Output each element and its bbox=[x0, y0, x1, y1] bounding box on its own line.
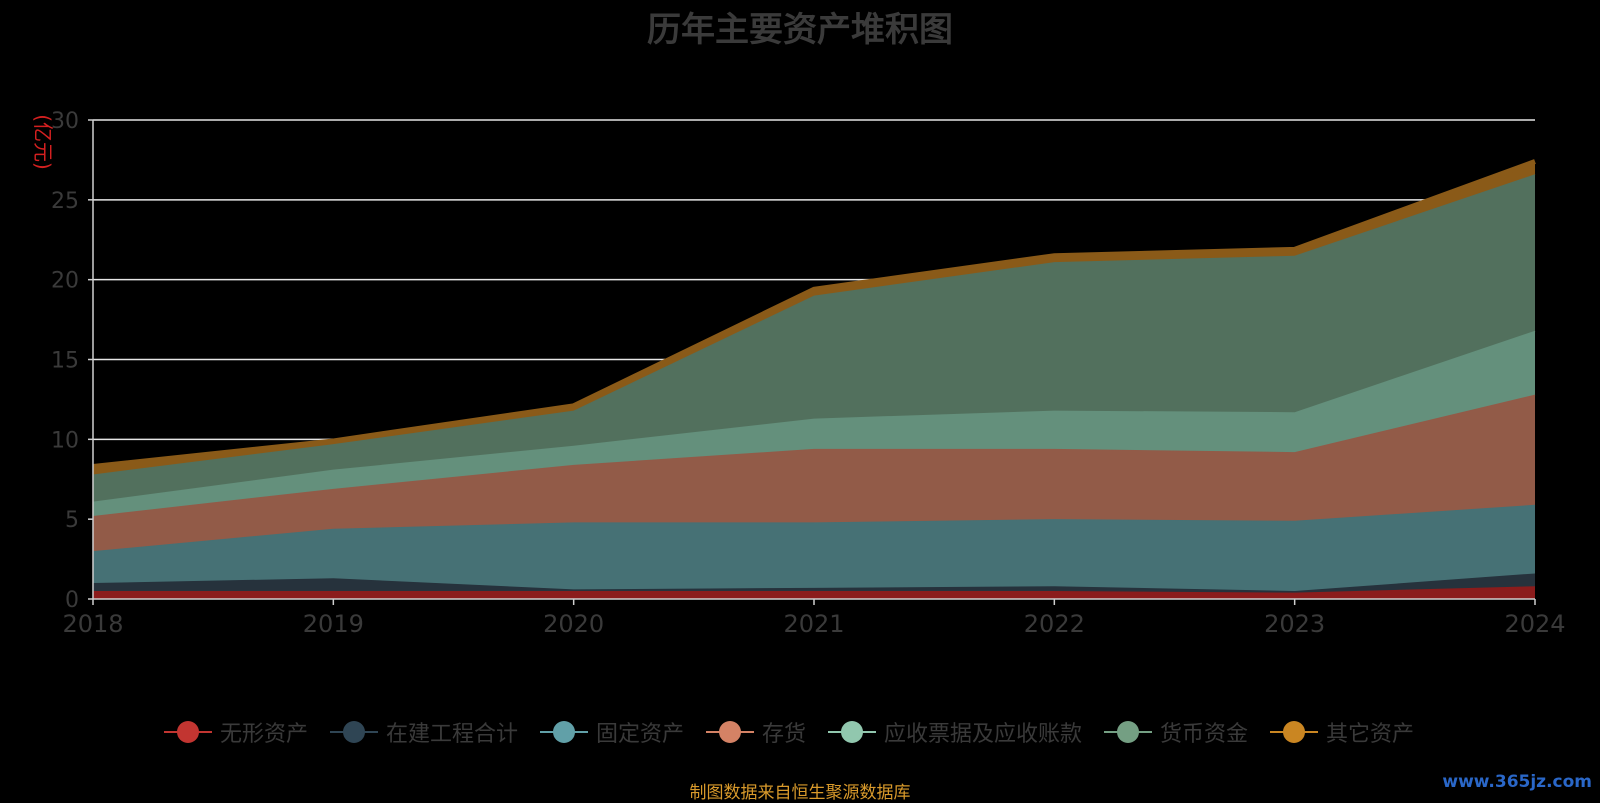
legend-label-6: 其它资产 bbox=[1326, 722, 1415, 747]
axes: 0 5 10 15 20 25 30 2018 2019 2020 2021 2022 2023 2024 bbox=[51, 109, 1566, 638]
y-tick-label-2: 10 bbox=[51, 428, 79, 453]
x-tick-label-4: 2022 bbox=[1024, 610, 1085, 638]
legend-swatch-5 bbox=[1104, 720, 1153, 744]
legend-item-4[interactable]: 应收票据及应收账款 bbox=[828, 716, 1082, 748]
legend-label-0: 无形资产 bbox=[219, 722, 308, 747]
chart-title: 历年主要资产堆积图 bbox=[647, 10, 953, 50]
area-2 bbox=[93, 504, 1535, 592]
y-tick-label-6: 30 bbox=[51, 109, 79, 134]
legend-item-1[interactable]: 在建工程合计 bbox=[329, 716, 518, 748]
y-tick-label-0: 0 bbox=[65, 588, 79, 613]
legend-label-2: 固定资产 bbox=[595, 722, 684, 747]
legend-item-6[interactable]: 其它资产 bbox=[1270, 716, 1414, 748]
legend-swatch-0 bbox=[163, 720, 212, 744]
legend-label-3: 存货 bbox=[761, 722, 806, 747]
legend-item-0[interactable]: 无形资产 bbox=[163, 716, 308, 748]
watermark: www.365jz.com bbox=[1442, 772, 1592, 792]
x-tick-label-6: 2024 bbox=[1504, 610, 1565, 638]
legend-item-5[interactable]: 货币资金 bbox=[1104, 716, 1248, 748]
x-tick-label-1: 2019 bbox=[303, 610, 364, 638]
chart-legend: 无形资产 在建工程合计 固定资产 存货 应收票据及应收账款 货币资金 其它资产 bbox=[0, 716, 1600, 748]
y-tick-label-1: 5 bbox=[65, 508, 79, 533]
legend-swatch-2 bbox=[539, 720, 588, 744]
y-tick-label-5: 25 bbox=[51, 189, 79, 214]
area-0 bbox=[93, 586, 1535, 599]
area-4 bbox=[93, 330, 1535, 516]
area-series bbox=[92, 159, 1536, 599]
x-tick-label-2: 2020 bbox=[543, 610, 604, 638]
legend-label-4: 应收票据及应收账款 bbox=[884, 722, 1083, 747]
y-tick-label-3: 15 bbox=[51, 349, 79, 374]
legend-swatch-3 bbox=[705, 720, 754, 744]
x-tick-label-3: 2021 bbox=[783, 610, 844, 638]
area-1 bbox=[93, 573, 1535, 593]
legend-item-3[interactable]: 存货 bbox=[705, 716, 806, 748]
legend-swatch-1 bbox=[329, 720, 378, 744]
legend-item-2[interactable]: 固定资产 bbox=[539, 716, 684, 748]
area-5 bbox=[93, 174, 1535, 502]
x-tick-label-0: 2018 bbox=[62, 610, 123, 638]
legend-swatch-4 bbox=[828, 720, 876, 744]
source-note: 制图数据来自恒生聚源数据库 bbox=[689, 783, 911, 803]
area-3 bbox=[93, 394, 1535, 552]
legend-swatch-6 bbox=[1270, 720, 1319, 744]
y-tick-label-4: 20 bbox=[51, 269, 79, 294]
legend-label-5: 货币资金 bbox=[1160, 722, 1249, 747]
area-line-6 bbox=[92, 159, 1536, 469]
legend-label-1: 在建工程合计 bbox=[385, 722, 518, 747]
x-tick-label-5: 2023 bbox=[1264, 610, 1325, 638]
y-axis-label: (亿元) bbox=[31, 114, 55, 170]
